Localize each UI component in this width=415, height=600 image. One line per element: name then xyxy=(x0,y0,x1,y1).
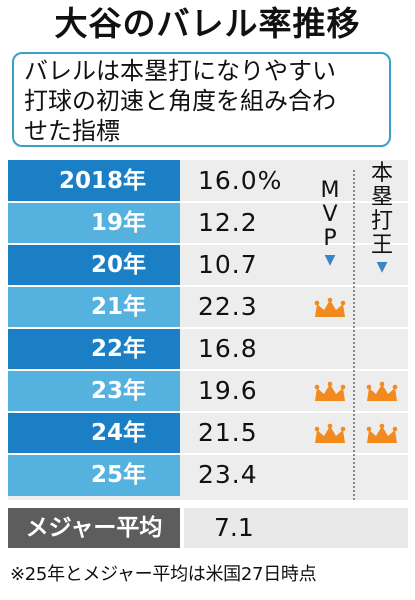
table-row: 19年 12.2 xyxy=(8,202,408,244)
crown-icon xyxy=(364,423,400,445)
crown-icon xyxy=(364,381,400,403)
hr-king-header-char: 打 xyxy=(370,209,393,234)
average-value: 7.1 xyxy=(214,513,254,542)
hr-king-header-char: 塁 xyxy=(370,185,393,210)
table-row: 22年 16.8 xyxy=(8,328,408,370)
row-separator xyxy=(8,369,408,371)
mvp-column-header: M V P ▼ xyxy=(315,178,345,269)
year-label: 24年 xyxy=(90,420,146,446)
year-cell: 19年 xyxy=(8,202,180,244)
year-cell: 24年 xyxy=(8,412,180,454)
barrel-rate-value: 21.5 xyxy=(198,418,258,447)
table-row: 25年 23.4 xyxy=(8,454,408,496)
mvp-header-char: V xyxy=(322,202,338,227)
average-label: メジャー平均 xyxy=(8,508,180,548)
year-cell: 22年 xyxy=(8,328,180,370)
year-label: 25年 xyxy=(90,462,146,488)
year-label: 23年 xyxy=(90,378,146,404)
footnote: ※25年とメジャー平均は米国27日時点 xyxy=(10,564,317,585)
down-triangle-icon: ▼ xyxy=(324,252,336,268)
year-label: 21年 xyxy=(90,294,146,320)
hr-king-column-header: 本 塁 打 王 ▼ xyxy=(367,161,397,276)
column-divider xyxy=(353,170,355,500)
barrel-rate-value: 16.8 xyxy=(198,334,258,363)
table-row: 20年 10.7 xyxy=(8,244,408,286)
row-separator xyxy=(8,285,408,287)
year-cell: 25年 xyxy=(8,454,180,496)
year-label: 20年 xyxy=(90,252,146,278)
row-separator xyxy=(8,411,408,413)
row-separator xyxy=(8,243,408,245)
year-label: 19年 xyxy=(90,210,146,236)
barrel-rate-value: 16.0% xyxy=(198,166,283,195)
hr-king-header-char: 王 xyxy=(370,233,393,258)
table-row: 21年 22.3 xyxy=(8,286,408,328)
description-line: バレルは本塁打になりやすい xyxy=(24,57,336,85)
year-cell: 2018年 xyxy=(8,160,180,202)
barrel-rate-value: 22.3 xyxy=(198,292,258,321)
year-label: 2018年 xyxy=(58,168,146,194)
barrel-rate-value: 23.4 xyxy=(198,460,258,489)
down-triangle-icon: ▼ xyxy=(376,259,388,275)
year-cell: 23年 xyxy=(8,370,180,412)
row-separator xyxy=(8,201,408,203)
barrel-rate-value: 10.7 xyxy=(198,250,258,279)
table-row: 24年 21.5 xyxy=(8,412,408,454)
year-cell: 20年 xyxy=(8,244,180,286)
description-line: 打球の初速と角度を組み合わ xyxy=(24,87,336,115)
row-separator xyxy=(8,327,408,329)
page-title: 大谷のバレル率推移 xyxy=(54,4,361,43)
table-row: 23年 19.6 xyxy=(8,370,408,412)
mvp-header-char: P xyxy=(323,226,337,251)
mvp-header-char: M xyxy=(320,178,340,203)
hr-king-header-char: 本 xyxy=(370,161,393,186)
row-separator xyxy=(8,453,408,455)
barrel-rate-value: 12.2 xyxy=(198,208,258,237)
average-value-box xyxy=(184,508,408,548)
description-line: せた指標 xyxy=(24,117,120,145)
crown-icon xyxy=(312,381,348,403)
crown-icon xyxy=(312,423,348,445)
table-row: 2018年 16.0% xyxy=(8,160,408,202)
description-box: バレルは本塁打になりやすい 打球の初速と角度を組み合わ せた指標 xyxy=(12,52,391,147)
year-label: 22年 xyxy=(90,336,146,362)
crown-icon xyxy=(312,297,348,319)
year-cell: 21年 xyxy=(8,286,180,328)
barrel-rate-value: 19.6 xyxy=(198,376,258,405)
